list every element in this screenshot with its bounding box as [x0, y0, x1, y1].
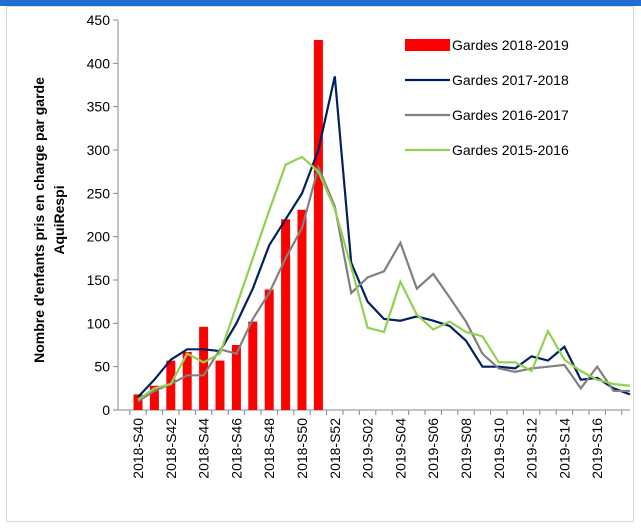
- bar: [281, 219, 291, 410]
- x-tick-label: 2019-S12: [524, 418, 540, 479]
- x-tick-label: 2018-S52: [327, 418, 343, 479]
- y-tick-label: 350: [87, 99, 111, 115]
- legend-label: Gardes 2016-2017: [452, 107, 569, 123]
- legend-label: Gardes 2015-2016: [452, 142, 569, 158]
- x-tick-label: 2019-S08: [458, 418, 474, 479]
- y-tick-label: 200: [87, 229, 111, 245]
- x-tick-label: 2019-S06: [425, 418, 441, 479]
- bar: [182, 351, 192, 410]
- line: [137, 163, 630, 403]
- bar: [264, 289, 274, 410]
- bar: [149, 385, 159, 410]
- bar: [248, 321, 258, 410]
- x-tick-label: 2018-S48: [261, 418, 277, 479]
- line: [137, 155, 631, 401]
- y-tick-label: 0: [102, 402, 110, 418]
- y-axis-title: Nombre d'enfants pris en charge par gard…: [31, 77, 47, 363]
- bar: [199, 326, 209, 410]
- x-tick-label: 2019-S10: [491, 418, 507, 479]
- y-tick-label: 300: [87, 142, 111, 158]
- y-tick-label: 150: [87, 272, 111, 288]
- x-tick-label: 2019-S16: [589, 418, 605, 479]
- bar: [133, 394, 143, 410]
- y-axis-title: AquiRespi: [51, 185, 67, 254]
- bar: [313, 39, 323, 410]
- y-tick-label: 450: [87, 12, 111, 28]
- bar: [297, 209, 307, 410]
- x-tick-label: 2018-S46: [228, 418, 244, 479]
- bar: [215, 360, 225, 410]
- y-tick-label: 400: [87, 55, 111, 71]
- y-tick-label: 250: [87, 185, 111, 201]
- legend-label: Gardes 2017-2018: [452, 72, 569, 88]
- x-tick-label: 2018-S42: [163, 418, 179, 479]
- y-tick-label: 100: [87, 315, 111, 331]
- y-tick-label: 50: [94, 359, 110, 375]
- x-tick-label: 2019-S02: [360, 418, 376, 479]
- legend-label: Gardes 2018-2019: [452, 37, 569, 53]
- x-tick-label: 2018-S44: [196, 418, 212, 479]
- bar: [231, 345, 241, 410]
- x-tick-label: 2018-S50: [294, 418, 310, 479]
- top-bar: [0, 0, 641, 6]
- x-tick-label: 2018-S40: [130, 418, 146, 479]
- x-tick-label: 2019-S04: [392, 418, 408, 479]
- legend-swatch: [405, 39, 450, 51]
- bar: [166, 360, 176, 410]
- x-tick-label: 2019-S14: [556, 418, 572, 479]
